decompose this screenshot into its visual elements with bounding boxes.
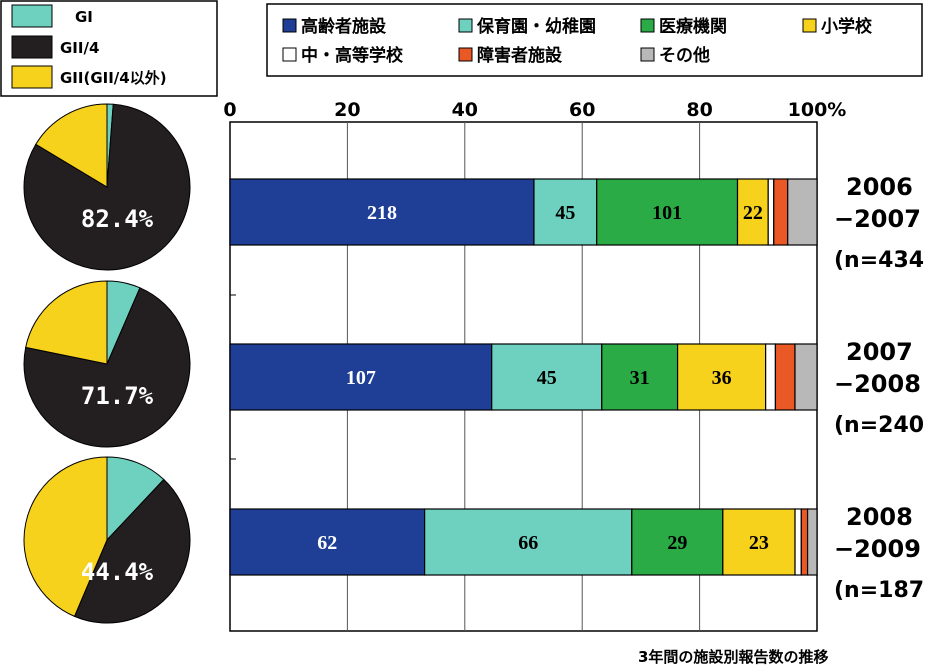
category-n-label: (n=240) [834,413,925,438]
bar-data-label: 45 [555,202,575,224]
pie-legend-swatch-gii-other [11,65,53,89]
pie-chart-1: 71.7% [23,280,191,448]
bar-segment [794,508,802,576]
bar-segment [736,178,769,246]
x-tick-label: 0 [223,99,236,121]
bar-legend-swatch-1 [458,18,473,33]
category-period-start: 2008 [846,503,913,531]
x-tick-label: 60 [569,99,595,121]
bar-segment [773,178,789,246]
x-tick-label: 80 [686,99,712,121]
bar-segment [806,508,818,576]
bar-legend-swatch-0 [282,18,297,33]
bar-data-label: 36 [712,367,732,389]
bar-data-label: 31 [630,367,650,389]
bar-data-label: 22 [743,202,763,224]
bar-legend-label-6: その他 [659,45,710,66]
bar-segment [787,178,818,246]
pie-legend-swatch-gi [11,4,53,28]
bar-segment [601,343,679,411]
bar-data-label: 107 [346,367,376,389]
bar-data-label: 101 [652,202,682,224]
bar-segment [596,178,739,246]
bar-segment [794,343,818,411]
category-period-end: −2007 [834,205,921,233]
x-tick-label: 100% [788,99,847,121]
pie-slice [106,456,165,542]
bar-legend-swatch-3 [802,18,817,33]
pie-percent-label: 82.4% [81,205,154,233]
category-n-label: (n=434) [834,248,925,273]
x-tick-label: 40 [452,99,478,121]
category-period-end: −2009 [834,535,921,563]
pie-percent-label: 71.7% [81,382,154,410]
category-period-start: 2006 [846,173,913,201]
bar-legend-swatch-4 [282,47,297,62]
bar-legend-label-4: 中・高等学校 [301,45,404,66]
bar-data-label: 66 [518,532,538,554]
bar-segment [229,178,535,246]
bar-segment [765,343,777,411]
x-tick-label: 20 [334,99,360,121]
pie-slice [25,280,108,365]
chart-caption: 3年間の施設別報告数の推移 [638,648,828,666]
pie-legend-label-gii4: GII/4 [60,39,99,57]
bar-segment [533,178,598,246]
pie-legend: GI GII/4 GII(GII/4以外) [0,0,218,97]
category-period-start: 2007 [846,338,913,366]
pie-legend-swatch-gii4 [11,35,53,59]
pie-chart-2: 44.4% [23,456,191,624]
bar-legend-label-0: 高齢者施設 [301,16,387,37]
bar-legend-label-2: 医療機関 [659,16,727,37]
bar-data-label: 62 [317,532,337,554]
bar-data-label: 218 [367,202,397,224]
bar-legend-label-1: 保育園・幼稚園 [476,16,596,37]
pie-legend-label-gii-other: GII(GII/4以外) [60,69,167,87]
bar-segment [229,508,426,576]
category-period-end: −2008 [834,370,921,398]
pie-slice [23,456,108,618]
bar-legend-label-3: 小学校 [821,16,873,37]
bar-legend-label-5: 障害者施設 [477,45,563,66]
bar-segment [800,508,809,576]
category-n-label: (n=187) [834,578,925,603]
bar-segment [229,343,493,411]
bar-segment [424,508,633,576]
pie-slice [35,103,108,188]
pie-chart-0: 82.4% [23,103,191,271]
bar-legend-box [266,3,923,77]
bar-segment [722,508,796,576]
bar-data-label: 45 [537,367,557,389]
bar-legend-swatch-5 [458,47,473,62]
pie-percent-label: 44.4% [81,558,154,586]
pie-slice [73,478,191,624]
bar-segment [774,343,796,411]
pie-legend-label-gi: GI [75,8,93,26]
bar-segment [491,343,603,411]
stacked-bar-chart: 0 20 40 60 80 100% 218 45 101 22 107 45 31 36 62 66 29 2… [223,99,925,632]
bar-segment [631,508,724,576]
bar-segment [676,343,767,411]
bar-segment [767,178,775,246]
bar-data-label: 29 [667,532,687,554]
pie-charts: 82.4% 71.7% 44.4% [23,103,191,624]
bar-legend-swatch-2 [640,18,655,33]
bar-data-label: 23 [749,532,769,554]
bar-legend-swatch-6 [640,47,655,62]
pie-slice [23,287,191,448]
